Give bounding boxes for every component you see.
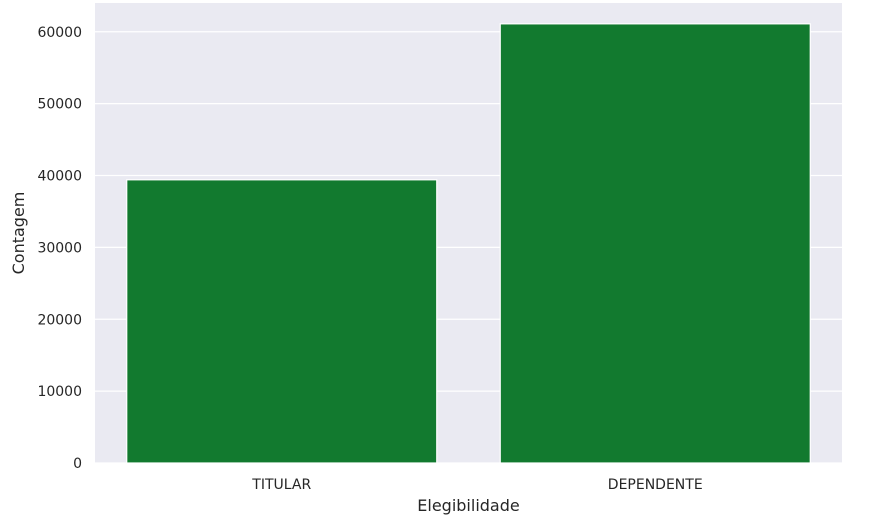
bars — [126, 23, 811, 464]
y-tick-label: 40000 — [37, 169, 82, 185]
y-axis-label: Contagem — [9, 192, 28, 275]
y-tick-label: 0 — [73, 456, 82, 472]
y-tick-label: 10000 — [37, 384, 82, 400]
x-tick-label: DEPENDENTE — [608, 477, 703, 493]
y-tick-label: 20000 — [37, 312, 82, 328]
y-tick-label: 30000 — [37, 240, 82, 256]
x-tick-label: TITULAR — [251, 477, 311, 493]
bar-titular — [126, 179, 438, 464]
y-axis-ticks: 0 10000 20000 30000 40000 50000 60000 — [37, 25, 82, 472]
x-axis-ticks: TITULAR DEPENDENTE — [251, 477, 702, 493]
x-axis-label: Elegibilidade — [417, 496, 519, 515]
y-tick-label: 50000 — [37, 97, 82, 113]
y-tick-label: 60000 — [37, 25, 82, 41]
bar-dependente — [499, 23, 811, 464]
